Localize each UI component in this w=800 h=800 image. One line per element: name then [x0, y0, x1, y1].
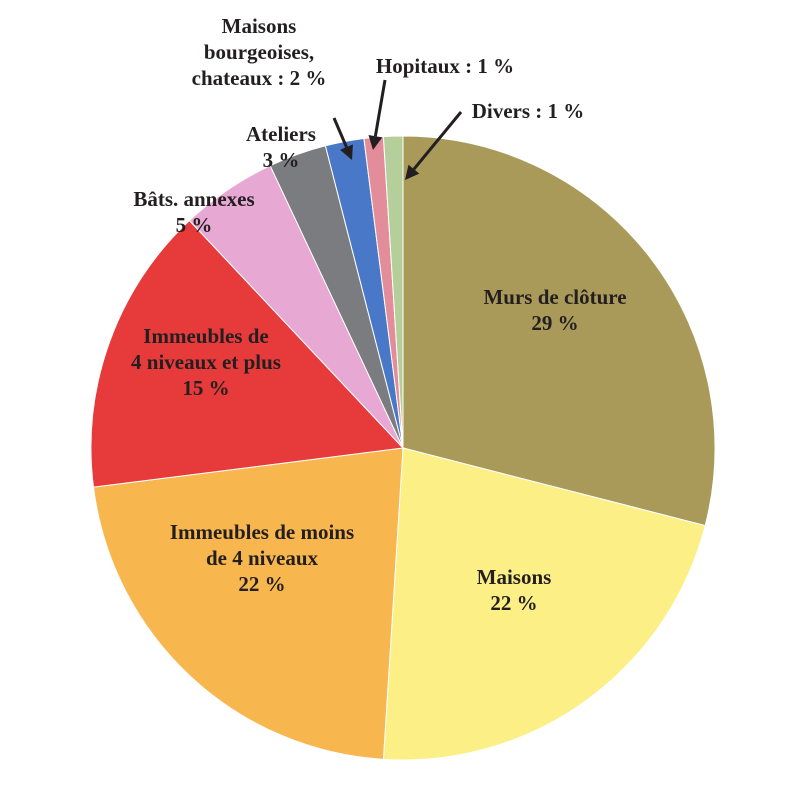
slice-label-line: 4 niveaux et plus	[131, 350, 281, 374]
slice-label: Immeubles de 4 niveaux et plus 15 %	[131, 324, 281, 400]
slice-label: Bâts. annexes 5 %	[133, 187, 254, 237]
slice-label-line: 5 %	[176, 213, 213, 237]
labels-layer: Murs de clôture 29 %Maisons 22 %Immeubles …	[131, 14, 627, 615]
slices-layer	[90, 135, 716, 761]
slice-label-line: Murs de clôture	[483, 285, 626, 309]
slice-label: Divers : 1 %	[472, 99, 585, 123]
callout-arrow-line	[332, 117, 348, 148]
slice-label-line: Ateliers	[246, 122, 316, 146]
slice-label: Hopitaux : 1 %	[376, 54, 514, 78]
slice-label-line: Hopitaux : 1 %	[376, 54, 514, 78]
pie-slice	[382, 135, 404, 449]
slice-label-line: 22 %	[490, 591, 537, 615]
slice-label: Immeubles de moins de 4 niveaux 22 %	[170, 520, 354, 596]
slice-label-line: Maisons	[222, 14, 297, 38]
pie-slice	[382, 447, 706, 761]
slice-label-line: Divers : 1 %	[472, 99, 585, 123]
callout-arrow	[368, 79, 387, 150]
callout-arrow	[405, 111, 463, 180]
slice-label-line: bourgeoises,	[204, 40, 314, 64]
slice-label-line: Immeubles de moins	[170, 520, 354, 544]
callout-arrow-head	[340, 144, 353, 160]
pie-slice	[92, 447, 404, 760]
slice-label: Maisons bourgeoises, chateaux : 2 %	[192, 14, 327, 90]
pie-slice	[402, 135, 716, 527]
slice-label: Ateliers 3 %	[246, 122, 316, 172]
callout-arrow-head	[368, 135, 383, 150]
slice-label-line: 22 %	[238, 572, 285, 596]
slice-label-line: 3 %	[263, 148, 300, 172]
callout-arrow	[332, 117, 353, 160]
callout-arrow-head	[405, 164, 420, 180]
callout-arrow-line	[412, 111, 463, 171]
slice-label-line: Immeubles de	[143, 324, 268, 348]
slice-label: Murs de clôture 29 %	[483, 285, 626, 335]
slice-label-line: 15 %	[182, 376, 229, 400]
slice-label-line: chateaux : 2 %	[192, 66, 327, 90]
slice-label-line: Maisons	[477, 565, 552, 589]
pie-slice	[90, 219, 405, 488]
slice-label-line: de 4 niveaux	[206, 546, 319, 570]
callout-arrows-layer	[332, 79, 463, 180]
slice-label: Maisons 22 %	[477, 565, 552, 615]
callout-arrow-line	[373, 79, 387, 137]
slice-label-line: 29 %	[531, 311, 578, 335]
slice-label-line: Bâts. annexes	[133, 187, 254, 211]
